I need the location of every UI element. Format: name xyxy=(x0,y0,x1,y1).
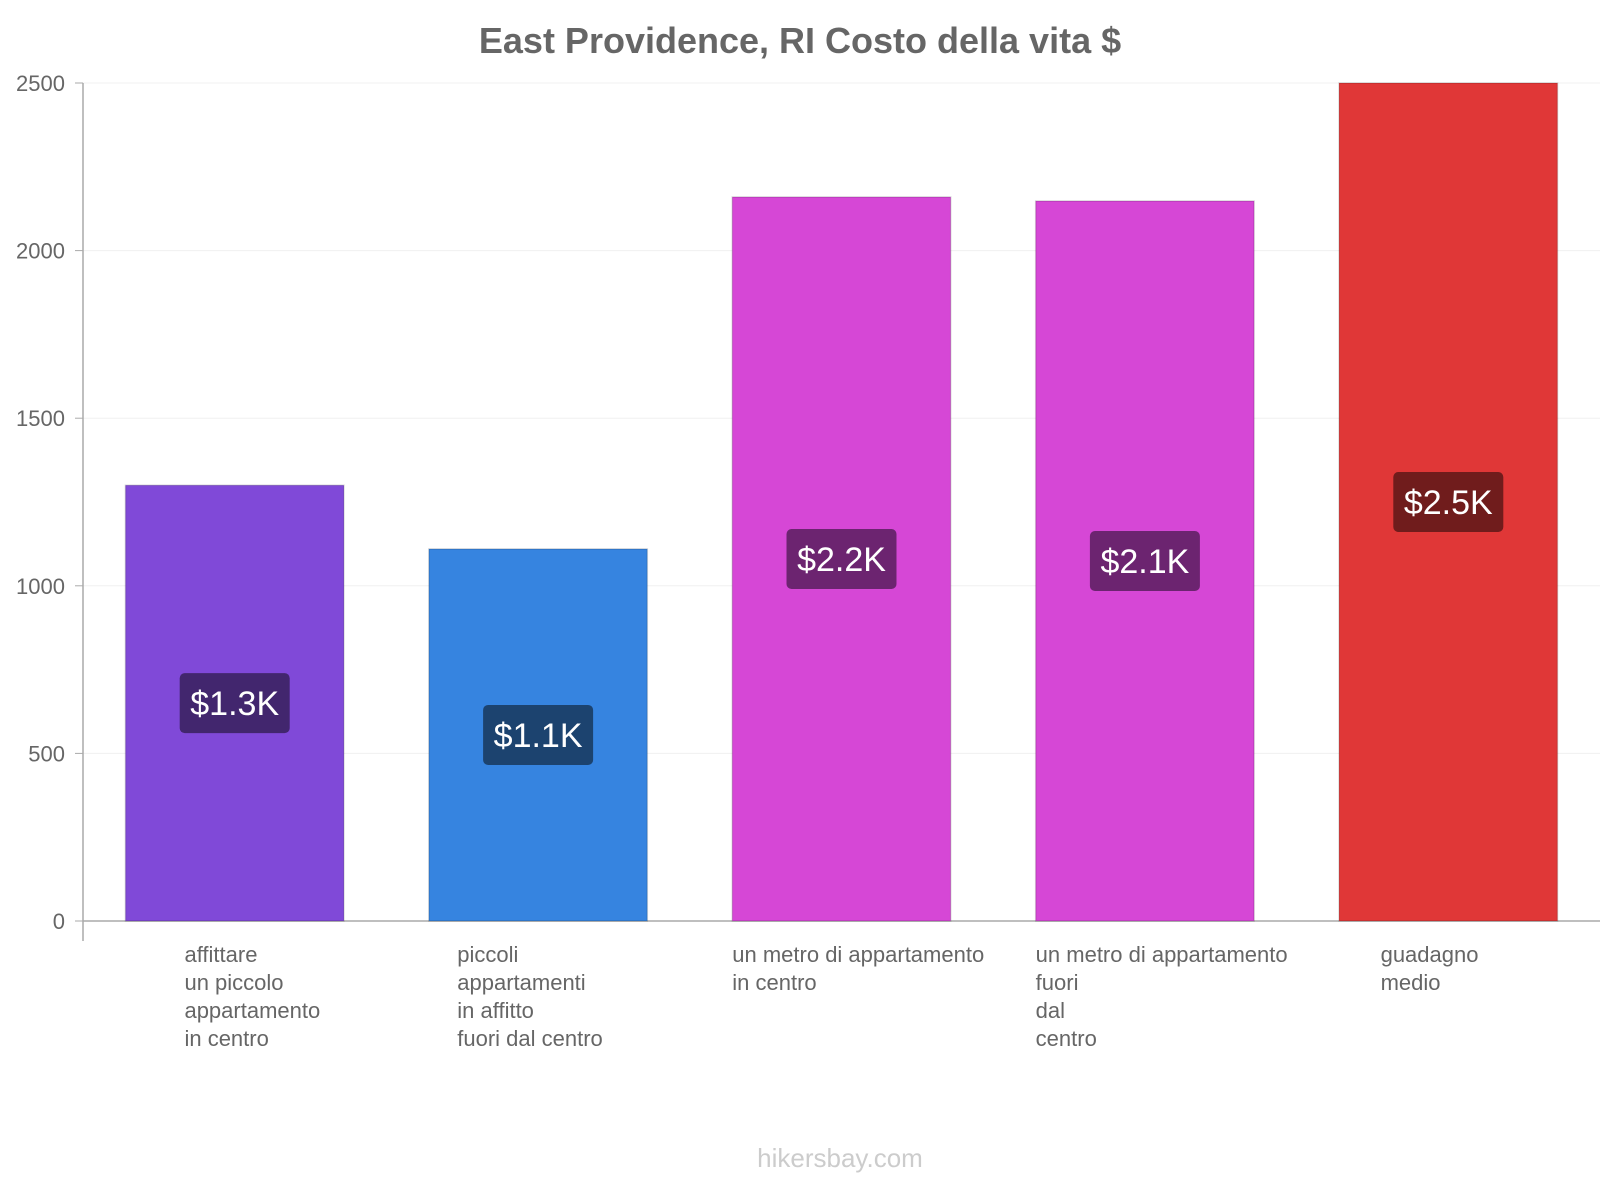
value-label-badge xyxy=(179,673,290,734)
category-label: appartamento xyxy=(184,998,320,1023)
category-label: in centro xyxy=(184,1026,268,1051)
value-label: $2.1K xyxy=(1100,543,1189,581)
y-tick-label: 1000 xyxy=(16,574,65,599)
value-labels: $1.3K $1.1K $2.2K $2.1K $2.5K xyxy=(179,472,1504,765)
chart-title: East Providence, RI Costo della vita $ xyxy=(479,20,1121,61)
category-label: fuori xyxy=(1036,970,1079,995)
category-labels: affittare un piccolo appartamento in centro… xyxy=(184,942,1478,1051)
y-tick-label: 2500 xyxy=(16,71,65,96)
category-label: un metro di appartamento xyxy=(732,942,984,967)
y-tick-label: 2000 xyxy=(16,239,65,264)
category-label: piccoli xyxy=(457,942,518,967)
value-label-badge xyxy=(483,704,594,765)
category-label: in centro xyxy=(732,970,816,995)
watermark-text: hikersbay.com xyxy=(757,1143,923,1173)
value-label-badge xyxy=(786,528,897,589)
category-label: un piccolo xyxy=(184,970,283,995)
category-label: dal xyxy=(1036,998,1065,1023)
category-label: affittare xyxy=(184,942,257,967)
category-label: guadagno xyxy=(1381,942,1479,967)
value-label: $2.2K xyxy=(797,541,886,579)
value-label-badge xyxy=(1089,530,1200,591)
y-tick-label: 0 xyxy=(53,909,65,934)
category-label: in affitto xyxy=(457,998,534,1023)
category-label: centro xyxy=(1036,1026,1097,1051)
value-label-badge xyxy=(1393,472,1504,532)
category-label: un metro di appartamento xyxy=(1036,942,1288,967)
value-label: $1.1K xyxy=(494,717,583,755)
value-label: $1.3K xyxy=(190,685,279,723)
y-tick-label: 1500 xyxy=(16,406,65,431)
category-label: medio xyxy=(1381,970,1441,995)
category-label: fuori dal centro xyxy=(457,1026,603,1051)
bar xyxy=(1034,200,1255,922)
category-label: appartamenti xyxy=(457,970,585,995)
y-tick-label: 500 xyxy=(28,741,65,766)
value-label: $2.5K xyxy=(1404,484,1493,522)
bars xyxy=(124,82,1559,922)
